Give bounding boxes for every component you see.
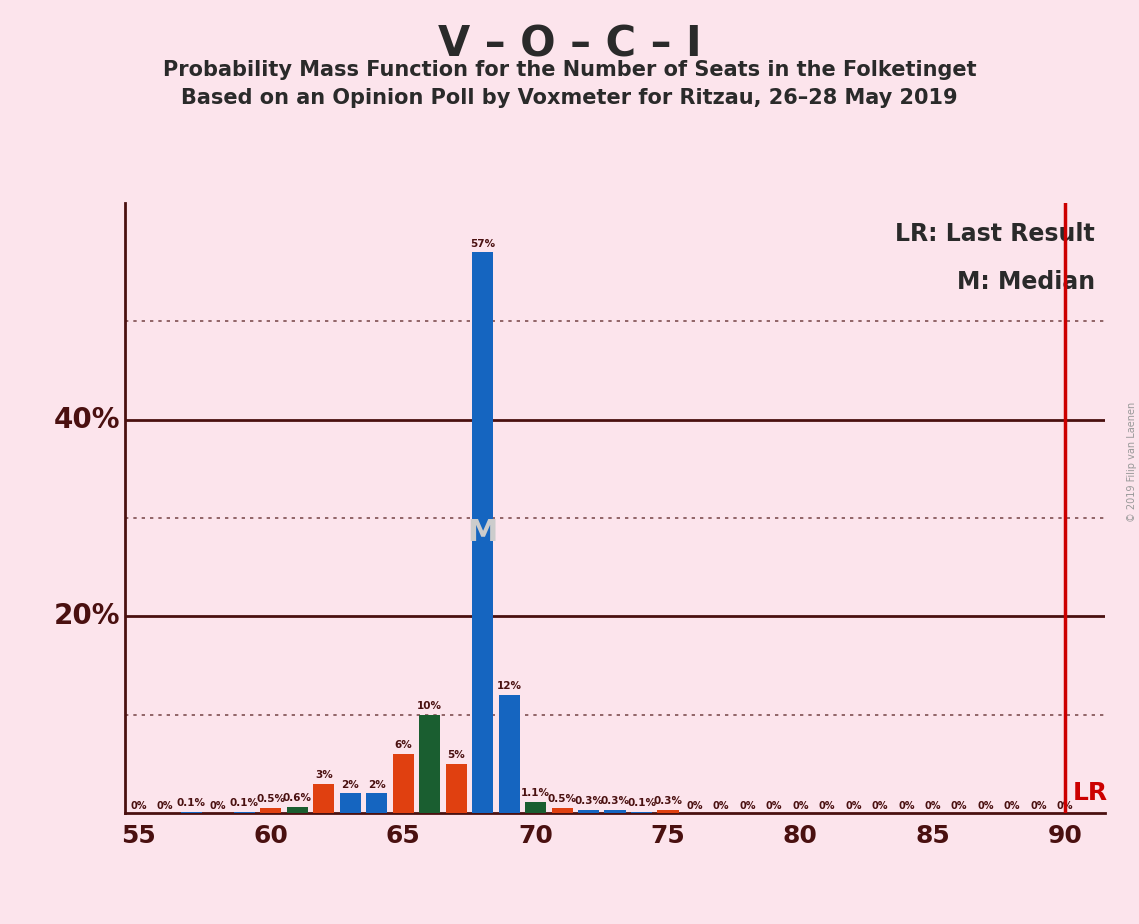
Text: 0.5%: 0.5% — [256, 795, 286, 804]
Text: 10%: 10% — [417, 700, 442, 711]
Bar — [577, 810, 599, 813]
Bar — [631, 812, 653, 813]
Text: 0%: 0% — [739, 801, 755, 811]
Text: 1.1%: 1.1% — [522, 788, 550, 798]
Text: LR: LR — [1073, 782, 1108, 805]
Text: 5%: 5% — [448, 750, 465, 760]
Bar — [605, 810, 625, 813]
Text: 12%: 12% — [497, 681, 522, 691]
Text: M: Median: M: Median — [957, 271, 1095, 295]
Text: 0%: 0% — [130, 801, 147, 811]
Bar — [233, 812, 255, 813]
Text: Based on an Opinion Poll by Voxmeter for Ritzau, 26–28 May 2019: Based on an Opinion Poll by Voxmeter for… — [181, 88, 958, 108]
Text: 0.3%: 0.3% — [600, 796, 630, 807]
Text: 20%: 20% — [54, 602, 121, 630]
Text: 2%: 2% — [368, 780, 386, 789]
Text: V – O – C – I: V – O – C – I — [437, 23, 702, 65]
Text: 57%: 57% — [470, 238, 495, 249]
Text: 0%: 0% — [1031, 801, 1047, 811]
Text: 0%: 0% — [819, 801, 835, 811]
Bar — [525, 802, 547, 813]
Bar — [657, 810, 679, 813]
Bar — [261, 808, 281, 813]
Text: 0%: 0% — [792, 801, 809, 811]
Text: 0.3%: 0.3% — [654, 796, 682, 807]
Text: 0.1%: 0.1% — [230, 798, 259, 808]
Bar — [419, 715, 441, 813]
Text: 0%: 0% — [686, 801, 703, 811]
Text: M: M — [467, 518, 498, 547]
Text: 0.1%: 0.1% — [177, 798, 206, 808]
Bar — [445, 764, 467, 813]
Text: 0%: 0% — [898, 801, 915, 811]
Text: © 2019 Filip van Laenen: © 2019 Filip van Laenen — [1126, 402, 1137, 522]
Bar — [499, 695, 519, 813]
Text: 0.5%: 0.5% — [548, 795, 576, 804]
Text: 0%: 0% — [977, 801, 994, 811]
Bar — [472, 252, 493, 813]
Text: 3%: 3% — [316, 770, 333, 780]
Bar — [367, 794, 387, 813]
Text: 0%: 0% — [713, 801, 729, 811]
Text: 0%: 0% — [210, 801, 227, 811]
Text: LR: Last Result: LR: Last Result — [895, 222, 1095, 246]
Bar — [313, 784, 335, 813]
Text: 0%: 0% — [845, 801, 861, 811]
Text: 0.1%: 0.1% — [628, 798, 656, 808]
Bar — [181, 812, 202, 813]
Text: 0%: 0% — [765, 801, 782, 811]
Text: 0%: 0% — [871, 801, 888, 811]
Text: 40%: 40% — [54, 406, 121, 433]
Bar — [287, 808, 308, 813]
Text: Probability Mass Function for the Number of Seats in the Folketinget: Probability Mass Function for the Number… — [163, 60, 976, 80]
Text: 0%: 0% — [1003, 801, 1021, 811]
Text: 0%: 0% — [951, 801, 967, 811]
Bar — [393, 754, 413, 813]
Text: 0%: 0% — [1057, 801, 1073, 811]
Text: 0%: 0% — [157, 801, 173, 811]
Text: 2%: 2% — [342, 780, 359, 789]
Bar — [551, 808, 573, 813]
Text: 6%: 6% — [394, 740, 412, 750]
Text: 0.3%: 0.3% — [574, 796, 603, 807]
Text: 0%: 0% — [925, 801, 941, 811]
Bar — [339, 794, 361, 813]
Text: 0.6%: 0.6% — [282, 794, 312, 803]
